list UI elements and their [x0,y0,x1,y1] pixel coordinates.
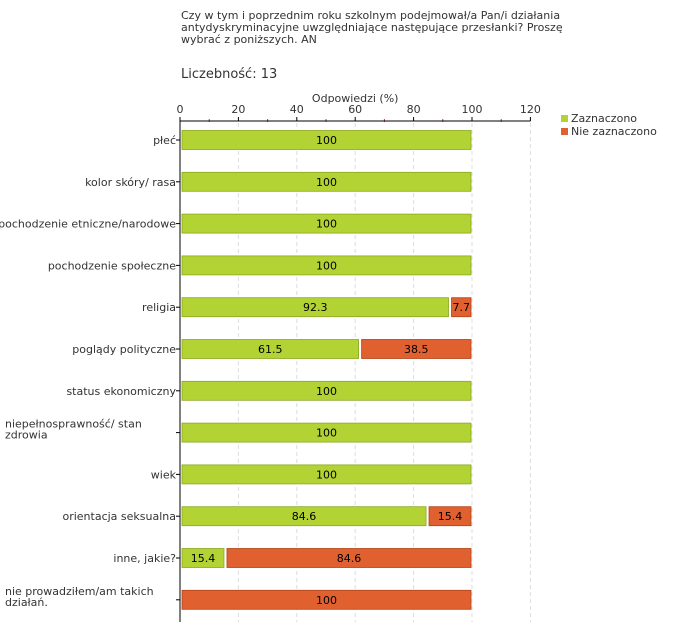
bar-value-label: 100 [316,218,337,231]
category-label: inne, jakie? [113,552,176,565]
category-label: wiek [151,468,177,481]
x-tick-label: 0 [177,103,184,116]
x-tick-label: 20 [231,103,245,116]
bar-segment [361,339,472,359]
bar-value-label: 61.5 [258,343,283,356]
bar-segment [181,339,359,359]
bar-segment [181,422,472,443]
legend-entry: Nie zaznaczono [571,125,657,138]
bar-value-label: 15.4 [438,510,463,523]
bar-segment [181,506,427,527]
count-value: 13 [260,67,278,82]
bar-value-label: 38.5 [404,343,429,356]
bar-segment [181,297,449,318]
bar-segment [181,213,472,234]
category-label: religia [142,301,176,314]
legend-swatch [561,115,568,122]
bar-value-label: 100 [316,427,337,440]
chart-title: Czy w tym i poprzednim roku szkolnym pod… [181,9,563,46]
legend-swatch [561,128,568,135]
category-label: niepełnosprawność/ stan zdrowia [5,418,142,442]
bar-value-label: 100 [316,594,337,607]
bar-segment [428,506,472,527]
x-tick-label: 40 [290,103,304,116]
category-label: orientacja seksualna [62,510,176,523]
x-axis-label: Odpowiedzi (%) [312,92,399,105]
x-tick-label: 100 [462,103,483,116]
bar-segment [181,380,472,401]
bar-segment [181,464,472,485]
bar-segment [181,548,225,568]
bar-value-label: 7.7 [453,301,471,314]
bar-segment [451,297,472,318]
bar-value-label: 84.6 [337,552,362,565]
bar-value-label: 100 [316,134,337,147]
bar-value-label: 100 [316,176,337,189]
bar-segment [181,171,472,192]
bar-segment [181,589,472,610]
x-tick-label: 120 [520,103,541,116]
x-tick-label: 60 [348,103,362,116]
category-label: poglądy polityczne [72,343,176,356]
x-tick-label: 80 [407,103,421,116]
bar-value-label: 100 [316,385,337,398]
bar-value-label: 84.6 [292,510,317,523]
sample-size: Liczebność: 13 [181,67,277,82]
bar-value-label: 15.4 [191,552,216,565]
category-label: pochodzenie etniczne/narodowe [0,218,176,231]
category-label: nie prowadziłem/am takich działań. [5,585,154,609]
bar-value-label: 92.3 [303,301,328,314]
legend-entry: Zaznaczono [571,112,637,125]
category-label: pochodzenie społeczne [48,259,176,272]
bar-segment [181,130,472,150]
category-label: kolor skóry/ rasa [85,176,176,189]
count-label: Liczebność: [181,67,257,82]
bar-value-label: 100 [316,468,337,481]
category-label: status ekonomiczny [66,385,176,398]
bar-value-label: 100 [316,259,337,272]
category-label: płeć [153,134,176,147]
bar-segment [181,255,472,276]
bar-segment [226,548,472,568]
